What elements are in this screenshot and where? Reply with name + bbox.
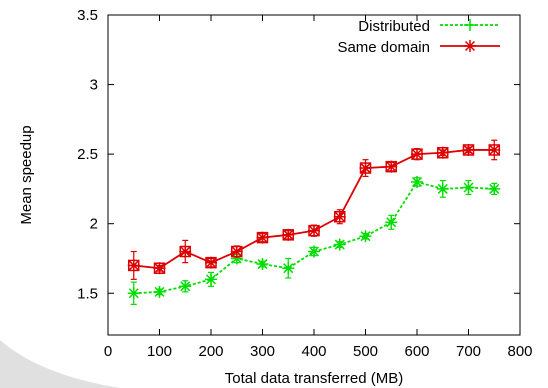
x-tick-label: 400	[301, 343, 326, 360]
legend-label-same-domain: Same domain	[337, 39, 430, 56]
asterisk-marker	[308, 245, 320, 258]
x-tick-labels: 0 100 200 300 400 500 600 700 800	[104, 343, 533, 360]
box-asterisk-marker	[282, 228, 295, 241]
asterisk-marker	[333, 238, 346, 251]
series-line	[133, 180, 495, 295]
plot-frame	[107, 14, 521, 336]
y-tick-label: 1.5	[77, 285, 98, 302]
legend: Distributed Same domain	[337, 18, 500, 56]
corner-shadow	[0, 340, 120, 388]
asterisk-marker	[385, 216, 398, 229]
box-asterisk-marker	[308, 224, 320, 237]
x-tick-label: 500	[353, 343, 378, 360]
asterisk-marker	[205, 273, 217, 286]
asterisk-marker	[153, 285, 166, 298]
y-tick-label: 3.5	[77, 7, 98, 24]
y-tick-label: 3	[90, 77, 98, 94]
series-distributed	[127, 175, 501, 305]
x-tick-label: 800	[507, 343, 532, 360]
box-asterisk-marker	[411, 148, 423, 161]
box-asterisk-marker	[359, 162, 372, 175]
y-axis-label: Mean speedup	[18, 125, 35, 224]
box-asterisk-marker	[153, 262, 166, 275]
x-tick-label: 300	[250, 343, 275, 360]
x-tick-label: 0	[104, 343, 112, 360]
y-tick-label: 2.5	[77, 146, 98, 163]
asterisk-marker	[462, 181, 475, 194]
box-asterisk-marker	[462, 143, 475, 156]
box-asterisk-marker	[230, 245, 243, 258]
series-same-domain	[127, 139, 501, 280]
box-asterisk-marker	[385, 160, 398, 173]
asterisk-marker	[411, 175, 423, 188]
ticks	[107, 14, 521, 335]
box-asterisk-marker	[205, 256, 217, 269]
box-asterisk-marker	[127, 259, 140, 272]
x-tick-label: 600	[404, 343, 429, 360]
legend-samples	[440, 19, 500, 52]
asterisk-marker	[256, 258, 269, 271]
asterisk-marker	[282, 262, 295, 275]
x-axis-label: Total data transferred (MB)	[225, 370, 403, 387]
asterisk-marker	[179, 280, 192, 293]
asterisk-marker	[488, 182, 501, 195]
x-tick-label: 100	[147, 343, 172, 360]
y-tick-labels: 1.5 2 2.5 3 3.5	[77, 7, 98, 302]
asterisk-marker	[127, 287, 140, 300]
box-asterisk-marker	[488, 143, 501, 156]
asterisk-marker	[436, 182, 449, 195]
series-layer	[127, 139, 501, 305]
box-asterisk-marker	[436, 146, 449, 159]
x-tick-label: 200	[198, 343, 223, 360]
box-asterisk-marker	[179, 245, 192, 258]
box-asterisk-marker	[256, 231, 269, 244]
asterisk-marker	[464, 40, 476, 52]
y-tick-label: 2	[90, 216, 98, 233]
plus-marker	[464, 19, 476, 31]
x-tick-label: 700	[456, 343, 481, 360]
asterisk-marker	[359, 230, 372, 243]
box-asterisk-marker	[333, 210, 346, 223]
legend-label-distributed: Distributed	[358, 18, 430, 35]
